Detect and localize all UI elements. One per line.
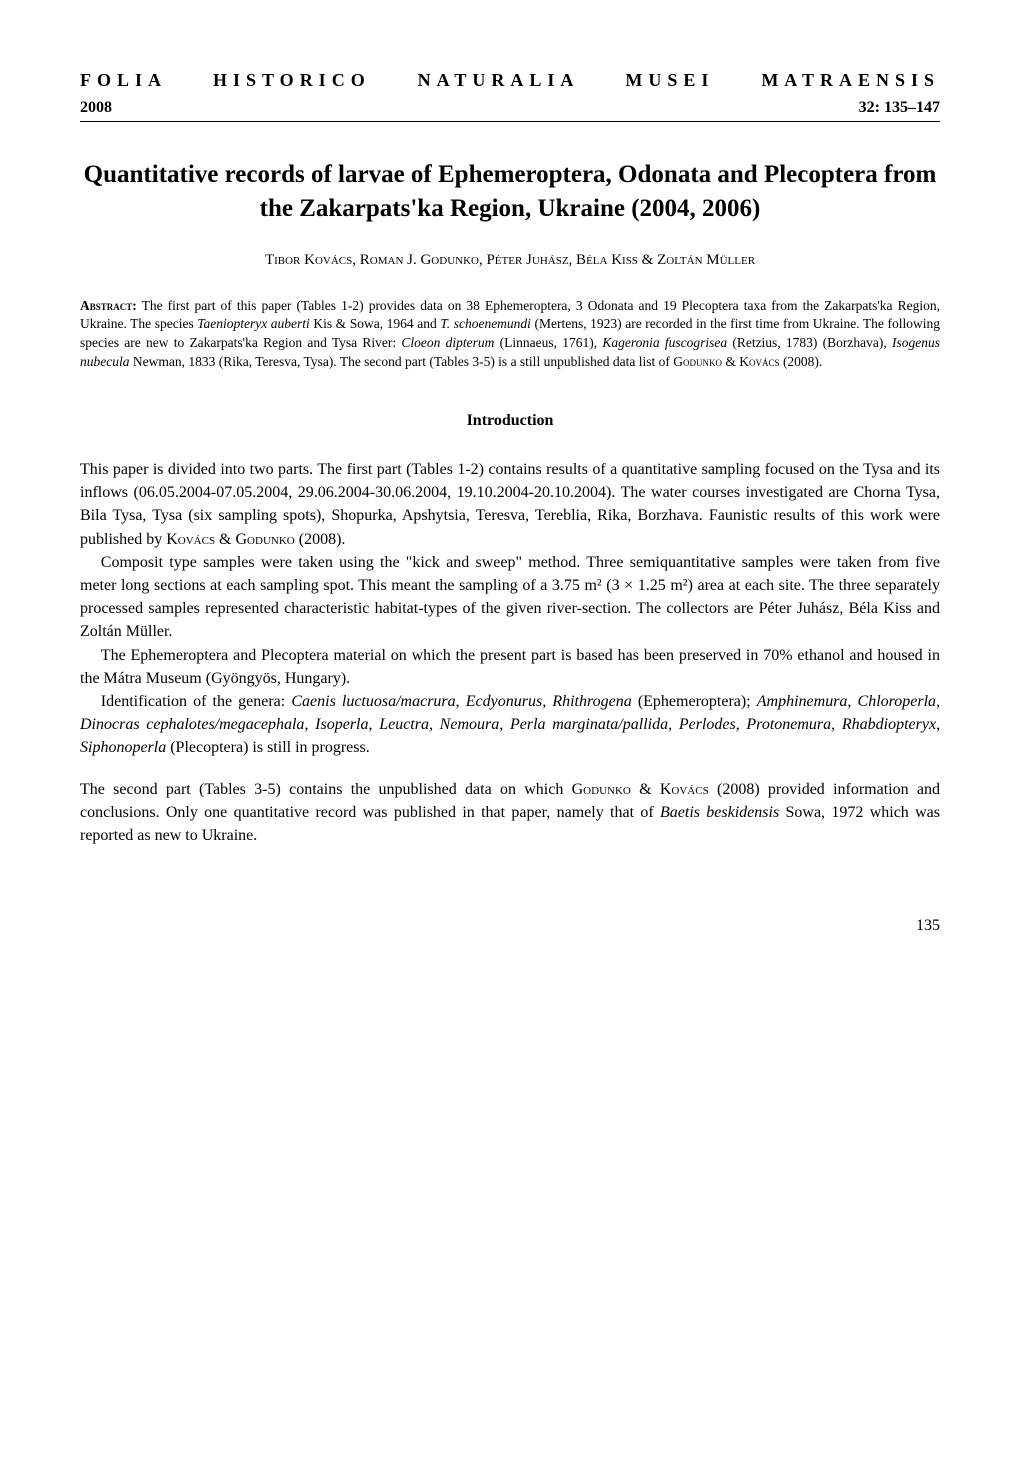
abstract-text: (Linnaeus, 1761), [494, 335, 602, 350]
paragraph: Composit type samples were taken using t… [80, 551, 940, 644]
genus-name: Perla marginata/pallida [510, 716, 668, 733]
body-text: (Plecoptera) is still in progress. [166, 739, 370, 756]
abstract-text: (2008). [780, 354, 823, 369]
abstract: Abstract: The first part of this paper (… [80, 297, 940, 373]
genus-name: Caenis luctuosa/macrura [291, 693, 455, 710]
species-name: T. schoenemundi [440, 316, 531, 331]
genus-name: Siphonoperla [80, 739, 166, 756]
species-name: Kageronia fuscogrisea [602, 335, 727, 350]
genus-name: Dinocras cephalotes/megacephala [80, 716, 304, 733]
genus-name: Amphinemura [757, 693, 848, 710]
journal-meta-row: 2008 32: 135–147 [80, 99, 940, 122]
paragraph: The second part (Tables 3-5) contains th… [80, 778, 940, 848]
paragraph: The Ephemeroptera and Plecoptera materia… [80, 644, 940, 690]
genus-name: Protonemura [746, 716, 831, 733]
body-text: (Ephemeroptera); [632, 693, 757, 710]
genus-name: Perlodes [679, 716, 736, 733]
genus-name: Leuctra, Nemoura [379, 716, 499, 733]
body-text: (2008). [295, 531, 346, 548]
citation: Godunko & Kovács [572, 781, 709, 798]
abstract-label: Abstract: [80, 298, 137, 313]
section-heading: Introduction [80, 412, 940, 430]
species-name: Cloeon dipterum [401, 335, 494, 350]
citation: Kovács & Godunko [166, 531, 295, 548]
author-list: Tibor Kovács, Roman J. Godunko, Péter Ju… [80, 252, 940, 269]
body-text: The second part (Tables 3-5) contains th… [80, 781, 572, 798]
journal-year: 2008 [80, 99, 112, 117]
paper-title: Quantitative records of larvae of Epheme… [80, 158, 940, 226]
genus-name: Chloroperla [858, 693, 937, 710]
genus-name: Isoperla [315, 716, 368, 733]
journal-header: FOLIA HISTORICO NATURALIA MUSEI MATRAENS… [80, 70, 940, 91]
genus-name: Ecdyonurus [466, 693, 542, 710]
genus-name: Rhabdiopteryx [842, 716, 936, 733]
abstract-text: Kis & Sowa, 1964 and [310, 316, 440, 331]
species-name: Taeniopteryx auberti [197, 316, 310, 331]
species-name: Baetis beskidensis [660, 804, 779, 821]
body-text: This paper is divided into two parts. Th… [80, 458, 940, 847]
paragraph: This paper is divided into two parts. Th… [80, 458, 940, 551]
genus-name: Rhithrogena [552, 693, 631, 710]
abstract-text: (Retzius, 1783) (Borzhava), [727, 335, 892, 350]
body-text: Identification of the genera: [101, 693, 292, 710]
paragraph: Identification of the genera: Caenis luc… [80, 690, 940, 760]
journal-name: FOLIA HISTORICO NATURALIA MUSEI MATRAENS… [80, 70, 940, 91]
page-number: 135 [80, 917, 940, 935]
journal-issue: 32: 135–147 [859, 99, 940, 117]
abstract-text: Newman, 1833 (Rika, Teresva, Tysa). The … [130, 354, 674, 369]
citation: Godunko & Kovács [673, 354, 779, 369]
